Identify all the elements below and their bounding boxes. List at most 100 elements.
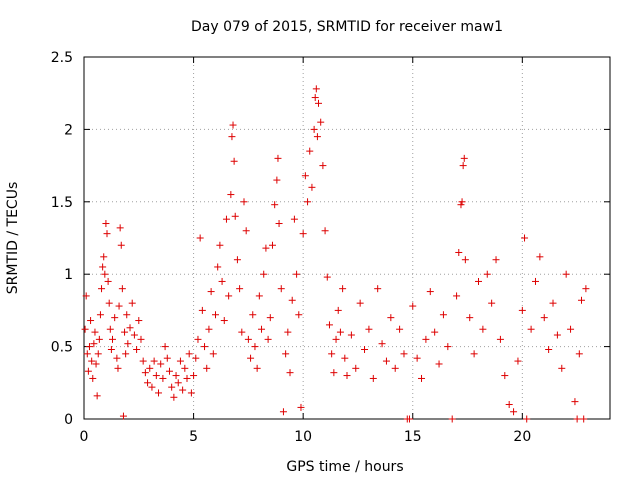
data-point bbox=[308, 183, 316, 191]
data-point bbox=[205, 325, 213, 333]
data-point bbox=[150, 357, 158, 365]
data-point bbox=[95, 335, 103, 343]
data-point bbox=[266, 314, 274, 322]
data-point bbox=[183, 374, 191, 382]
data-point bbox=[165, 367, 173, 375]
data-point bbox=[168, 383, 176, 391]
data-point bbox=[460, 154, 468, 162]
data-point bbox=[523, 415, 531, 423]
data-point bbox=[400, 350, 408, 358]
data-point bbox=[479, 325, 487, 333]
data-point bbox=[242, 227, 250, 235]
data-point bbox=[317, 118, 325, 126]
data-point bbox=[108, 335, 116, 343]
data-point bbox=[483, 270, 491, 278]
data-point bbox=[369, 374, 377, 382]
data-point bbox=[409, 302, 417, 310]
data-point bbox=[413, 354, 421, 362]
data-point bbox=[356, 299, 364, 307]
data-point bbox=[426, 288, 434, 296]
data-point bbox=[466, 314, 474, 322]
data-point bbox=[391, 364, 399, 372]
data-point bbox=[83, 350, 91, 358]
data-point bbox=[253, 364, 261, 372]
data-point bbox=[152, 372, 160, 380]
data-point bbox=[133, 345, 141, 353]
data-point bbox=[374, 285, 382, 293]
data-point bbox=[313, 133, 321, 141]
x-tick-label: 20 bbox=[513, 429, 531, 445]
data-point bbox=[107, 345, 115, 353]
data-point bbox=[228, 133, 236, 141]
data-point bbox=[531, 277, 539, 285]
data-point bbox=[218, 277, 226, 285]
data-point bbox=[521, 234, 529, 242]
data-point bbox=[192, 354, 200, 362]
x-axis-label: GPS time / hours bbox=[286, 459, 403, 475]
data-point bbox=[274, 154, 282, 162]
data-point bbox=[492, 256, 500, 264]
data-point bbox=[187, 389, 195, 397]
data-point bbox=[194, 335, 202, 343]
data-point bbox=[119, 412, 127, 420]
data-point bbox=[116, 224, 124, 232]
data-point bbox=[578, 296, 586, 304]
data-point bbox=[249, 311, 257, 319]
data-point bbox=[435, 360, 443, 368]
y-tick-label: 2.5 bbox=[51, 50, 73, 66]
data-point bbox=[91, 328, 99, 336]
data-point bbox=[87, 317, 95, 325]
data-point bbox=[382, 357, 390, 365]
data-point bbox=[185, 350, 193, 358]
data-point bbox=[225, 292, 233, 300]
x-tick-label: 5 bbox=[189, 429, 198, 445]
y-tick-label: 1 bbox=[64, 267, 73, 283]
data-point bbox=[582, 285, 590, 293]
y-tick-label: 2 bbox=[64, 122, 73, 138]
data-point bbox=[339, 285, 347, 293]
data-point bbox=[207, 288, 215, 296]
data-point bbox=[273, 176, 281, 184]
data-point bbox=[448, 415, 456, 423]
data-point bbox=[271, 201, 279, 209]
data-point bbox=[453, 292, 461, 300]
data-point bbox=[81, 325, 89, 333]
data-point bbox=[311, 94, 319, 102]
data-point bbox=[536, 253, 544, 261]
data-point bbox=[306, 147, 314, 155]
data-point bbox=[439, 311, 447, 319]
data-point bbox=[102, 220, 110, 228]
data-point bbox=[155, 389, 163, 397]
data-point bbox=[330, 369, 338, 377]
data-point bbox=[332, 335, 340, 343]
data-point bbox=[475, 277, 482, 285]
data-point bbox=[418, 374, 426, 382]
data-point bbox=[201, 343, 209, 351]
data-point bbox=[115, 302, 123, 310]
data-point bbox=[100, 253, 108, 261]
data-point bbox=[321, 227, 329, 235]
y-tick-label: 0.5 bbox=[51, 340, 73, 356]
data-point bbox=[220, 317, 228, 325]
data-point bbox=[575, 350, 583, 358]
data-point bbox=[352, 364, 360, 372]
data-point bbox=[571, 398, 579, 406]
data-point bbox=[231, 212, 239, 220]
y-axis-label: SRMTID / TECUs bbox=[5, 182, 21, 295]
data-point bbox=[405, 415, 413, 423]
data-point bbox=[334, 306, 342, 314]
data-point bbox=[457, 201, 465, 209]
data-point bbox=[209, 350, 217, 358]
data-point bbox=[124, 340, 132, 348]
data-point bbox=[293, 270, 301, 278]
data-point bbox=[323, 273, 331, 281]
data-point bbox=[101, 270, 109, 278]
data-point bbox=[137, 335, 145, 343]
data-point bbox=[310, 125, 318, 133]
data-point bbox=[545, 345, 553, 353]
data-point bbox=[238, 328, 246, 336]
x-tick-label: 15 bbox=[404, 429, 422, 445]
data-point bbox=[92, 360, 100, 368]
data-points bbox=[81, 85, 590, 423]
